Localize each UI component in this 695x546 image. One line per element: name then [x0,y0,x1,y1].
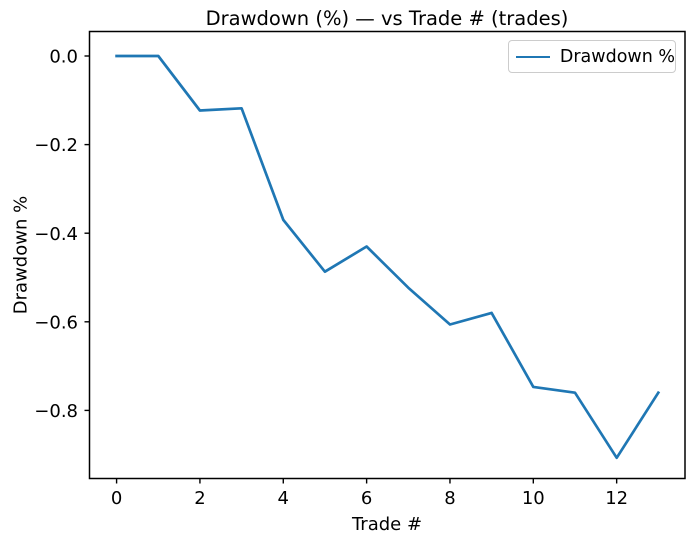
x-tick-label: 12 [605,488,628,509]
x-tick-label: 10 [522,488,545,509]
x-tick-label: 0 [111,488,122,509]
chart-title: Drawdown (%) — vs Trade # (trades) [205,7,569,30]
data-line [115,54,661,460]
y-tick-label: 0.0 [49,47,78,68]
x-tick-label: 2 [194,488,205,509]
y-tick-label: −0.8 [34,401,78,422]
x-tick-label: 8 [444,488,455,509]
x-tick-label: 4 [278,488,289,509]
legend-label: Drawdown % [559,46,675,67]
y-axis-label: Drawdown % [10,195,32,315]
legend-line-sample [516,55,550,58]
y-tick-label: −0.2 [34,135,78,156]
axes-frame [88,30,686,480]
x-tick-label: 6 [361,488,372,509]
y-tick-label: −0.4 [34,224,78,245]
legend: Drawdown % [508,40,676,73]
y-tick-label: −0.6 [34,312,78,333]
x-axis-label: Trade # [351,514,423,535]
